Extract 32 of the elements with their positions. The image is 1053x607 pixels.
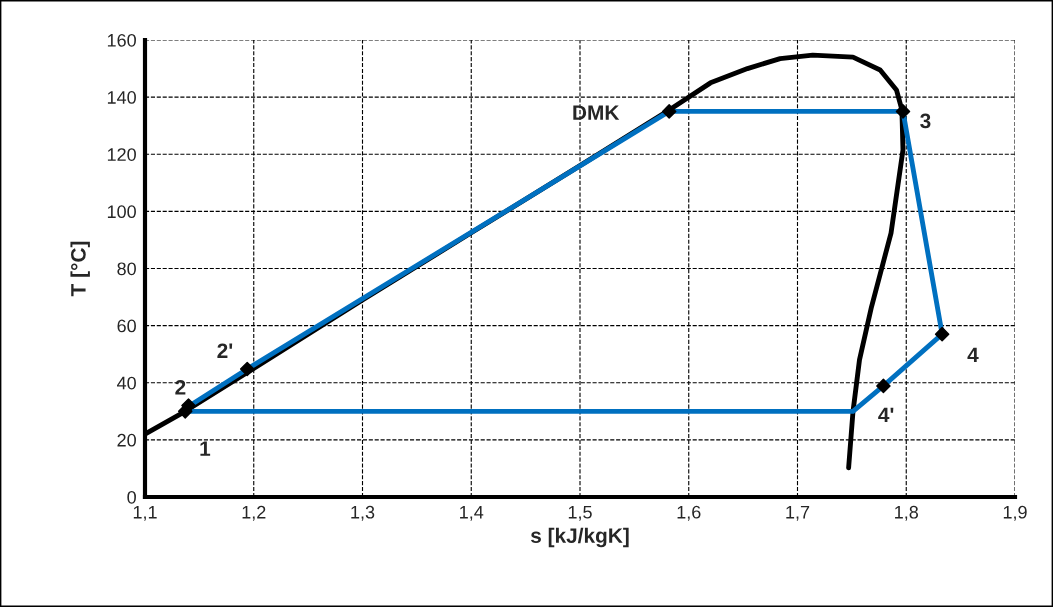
annotation: 2': [217, 343, 233, 358]
annotation: 2: [175, 379, 186, 395]
point: [895, 104, 911, 119]
x-tick-label: 1,5: [568, 506, 592, 521]
point: [661, 104, 677, 119]
y-tick-label: 60: [117, 319, 136, 333]
x-tick-label: 1,7: [786, 506, 810, 521]
point: [934, 326, 950, 342]
y-tick-label: 40: [117, 376, 136, 390]
x-tick-label: 1,8: [895, 505, 919, 521]
annotation: 4: [967, 347, 979, 362]
x-tick-label: 1,3: [351, 505, 375, 521]
x-tick-label: 1,2: [242, 505, 266, 521]
y-tick-label: 20: [117, 433, 136, 447]
x-tick-label: 1,4: [460, 506, 484, 521]
annotation: 3: [920, 113, 931, 129]
y-tick-label: 0: [127, 490, 136, 504]
x-tick-label: 1,9: [1003, 505, 1027, 521]
y-tick-label: 140: [107, 91, 136, 104]
annotation: 1: [200, 441, 211, 456]
x-tick-label: 1,6: [677, 505, 701, 521]
y-tick-label: 160: [107, 33, 136, 47]
point: [239, 361, 255, 377]
point: [876, 378, 891, 394]
x-tick-label: 1,1: [133, 506, 157, 521]
y-tick-label: 120: [107, 148, 136, 161]
y-tick-label: 80: [117, 262, 136, 276]
annotation: 4': [878, 407, 894, 422]
x-axis-title: s [kJ/kgK]: [530, 527, 629, 548]
y-tick-label: 100: [107, 205, 136, 219]
y-axis-title: T [°C]: [70, 241, 90, 297]
annotation: DMK: [573, 105, 620, 120]
